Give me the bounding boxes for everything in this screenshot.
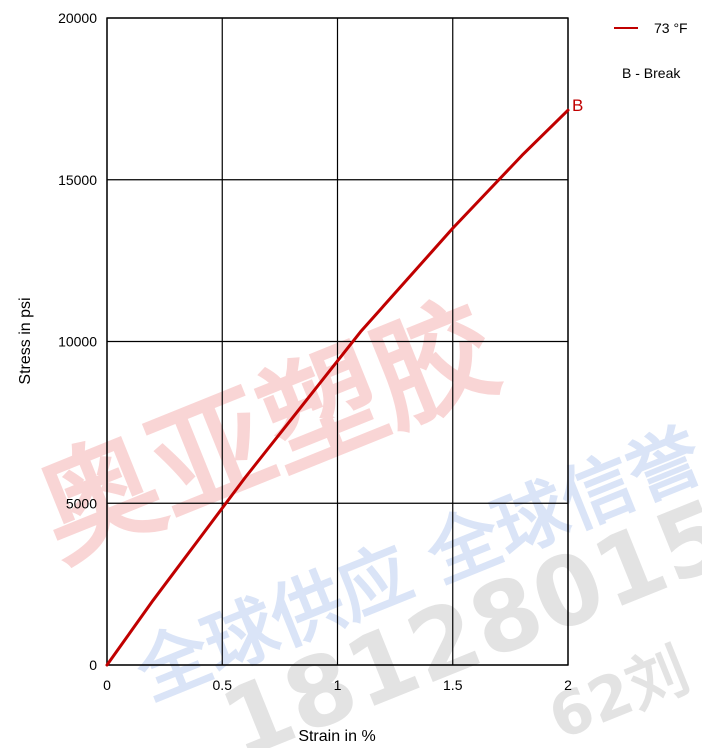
chart-grid — [106, 17, 569, 666]
x-tick-label: 1.5 — [443, 677, 463, 693]
legend-break-note: B - Break — [622, 65, 681, 81]
x-tick-label: 2 — [564, 677, 572, 693]
plot-frame — [106, 17, 569, 666]
x-tick-label: 0.5 — [213, 677, 233, 693]
x-axis-title: Strain in % — [298, 728, 375, 745]
legend: 73 °F B - Break — [614, 20, 688, 81]
y-tick-label: 0 — [89, 657, 97, 673]
x-tick-label: 1 — [334, 677, 342, 693]
y-axis-title: Stress in psi — [17, 297, 34, 384]
watermark: 奥亚塑胶 全球供应 全球信誉 181280157 62刘 — [19, 278, 702, 748]
series-line-73F — [105, 108, 570, 667]
y-tick-label: 15000 — [58, 172, 97, 188]
y-tick-label: 20000 — [58, 10, 97, 26]
series-layer — [105, 108, 570, 667]
break-annotation: B — [572, 96, 583, 115]
tick-labels: 0 0.5 1 1.5 2 0 5000 10000 15000 20000 — [58, 10, 572, 693]
x-tick-label: 0 — [103, 677, 111, 693]
y-tick-label: 5000 — [66, 495, 97, 511]
legend-label-73F: 73 °F — [654, 20, 688, 36]
y-tick-label: 10000 — [58, 334, 97, 350]
